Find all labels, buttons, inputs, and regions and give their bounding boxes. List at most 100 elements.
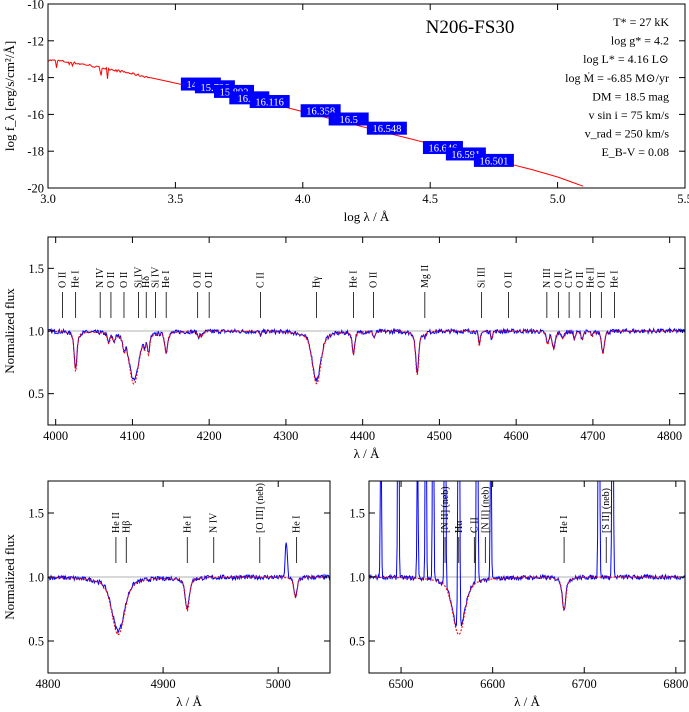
line-id-label: He I (292, 516, 303, 534)
x-tick-label: 4000 (43, 429, 68, 443)
line-id-label: O II (204, 272, 215, 288)
line-id-label: O II (575, 272, 586, 288)
line-id-label: Mg II (420, 265, 431, 288)
line-id-label: He I (161, 271, 172, 289)
x-tick-label: 6700 (572, 677, 597, 691)
x-tick-label: 4500 (427, 429, 452, 443)
x-tick-label: 4800 (36, 677, 61, 691)
line-id-label: He II (111, 512, 122, 533)
y-tick-label: 0.5 (349, 635, 365, 649)
photometry-box (366, 121, 407, 135)
photometry-label: 16.548 (372, 124, 401, 135)
y-tick-label: 1.5 (28, 507, 44, 521)
x-tick-label: 4400 (350, 429, 375, 443)
line-id-label: [S II] (neb) (601, 488, 612, 533)
line-id-label: C II (469, 517, 480, 533)
y-tick-label: -14 (27, 71, 44, 85)
x-tick-label: 6500 (389, 677, 414, 691)
line-id-label: C II (256, 272, 267, 288)
line-id-label: Hβ (121, 521, 132, 533)
chart-title: N206-FS30 (426, 17, 515, 38)
y-tick-label: 1.0 (28, 325, 44, 339)
x-tick-label: 5.5 (677, 192, 689, 206)
y-tick-label: 1.5 (349, 507, 365, 521)
x-axis-label: λ / Å (176, 694, 202, 709)
line-id-label: O II (193, 272, 204, 288)
line-id-label: C IV (564, 268, 575, 289)
model-spectrum-line (48, 330, 685, 385)
line-id-label: O II (106, 272, 117, 288)
y-tick-label: -16 (27, 108, 44, 122)
photometry-box (249, 95, 290, 109)
x-tick-label: 4300 (273, 429, 298, 443)
photometry-label: 16.116 (255, 98, 284, 109)
photometry-label: 16.5 (339, 115, 357, 126)
line-id-label: N IV (95, 267, 106, 288)
photometry-label: 16.35 (237, 94, 261, 105)
line-id-label: Hα (454, 520, 465, 533)
plot-area (369, 481, 685, 636)
line-id-label: [N II] (neb) (440, 486, 451, 533)
x-tick-label: 4100 (120, 429, 145, 443)
y-tick-label: 0.5 (28, 387, 44, 401)
parameter-text: log Ṁ = -6.85 M⊙/yr (565, 71, 669, 85)
line-id-label: O II (503, 272, 514, 288)
x-tick-label: 4600 (504, 429, 529, 443)
y-tick-label: -20 (27, 182, 44, 196)
line-id-label: Si IV (150, 266, 161, 288)
photometry-label: 16.646 (429, 144, 458, 155)
x-tick-label: 4.5 (422, 192, 438, 206)
y-axis-label: Normalized flux (2, 534, 17, 620)
line-id-label: He I (348, 271, 359, 289)
line-id-label: O II (58, 272, 69, 288)
x-tick-label: 3.5 (168, 192, 184, 206)
y-tick-label: 0.5 (28, 635, 44, 649)
line-id-label: He II (586, 267, 597, 288)
line-id-label: He I (71, 271, 82, 289)
parameter-text: log g* = 4.2 (611, 34, 669, 48)
y-axis-label: Normalized flux (2, 288, 17, 374)
plot-area: 14.74415.73615.89216.3516.11616.35816.51… (48, 59, 584, 187)
x-tick-label: 5.0 (550, 192, 566, 206)
x-tick-label: 5000 (266, 677, 291, 691)
line-id-label: Hδ (141, 276, 152, 288)
photometry-box (328, 112, 369, 126)
y-axis-label: log f_λ [erg/s/cm²/Å] (2, 41, 17, 151)
line-id-label: He I (609, 271, 620, 289)
line-id-label: [N II] (neb) (480, 486, 491, 533)
model-spectrum-line (369, 576, 685, 636)
x-tick-label: 4.0 (295, 192, 311, 206)
x-tick-label: 4700 (580, 429, 605, 443)
y-tick-label: -10 (27, 0, 44, 12)
line-id-label: [O III] (neb) (255, 483, 266, 533)
line-id-label: He I (559, 516, 570, 534)
x-tick-label: 3.0 (40, 192, 56, 206)
x-tick-label: 4900 (151, 677, 176, 691)
y-tick-label: 1.5 (28, 262, 44, 276)
line-id-label: Si IV (134, 266, 145, 288)
x-tick-label: 4800 (657, 429, 682, 443)
y-tick-label: -18 (27, 145, 44, 159)
panel-spectrum-hbeta: He II Hβ He I N IV [O III] (neb) He I 4800 4900… (2, 480, 331, 709)
axes-frame (47, 3, 686, 189)
line-id-label: Hγ (312, 276, 323, 288)
parameter-text: v sin i = 75 km/s (589, 108, 670, 122)
photometry-label: 16.358 (306, 107, 335, 118)
x-tick-label: 6800 (663, 677, 688, 691)
line-id-label: O II (553, 272, 564, 288)
parameter-text: DM = 18.5 mag (592, 89, 669, 103)
model-spectrum-line (48, 576, 330, 636)
photometry-label: 16.501 (479, 156, 508, 167)
observed-spectrum-line (48, 326, 685, 383)
observed-spectrum-line (48, 542, 330, 635)
line-id-label: O II (368, 272, 379, 288)
parameter-text: E_B-V = 0.08 (601, 145, 669, 159)
plot-area (48, 326, 685, 385)
parameter-text: log L* = 4.16 L⊙ (583, 52, 669, 66)
x-tick-label: 4200 (197, 429, 222, 443)
line-id-label: O II (596, 272, 607, 288)
line-id-label: N III (542, 268, 553, 288)
y-tick-label: -12 (27, 34, 44, 48)
